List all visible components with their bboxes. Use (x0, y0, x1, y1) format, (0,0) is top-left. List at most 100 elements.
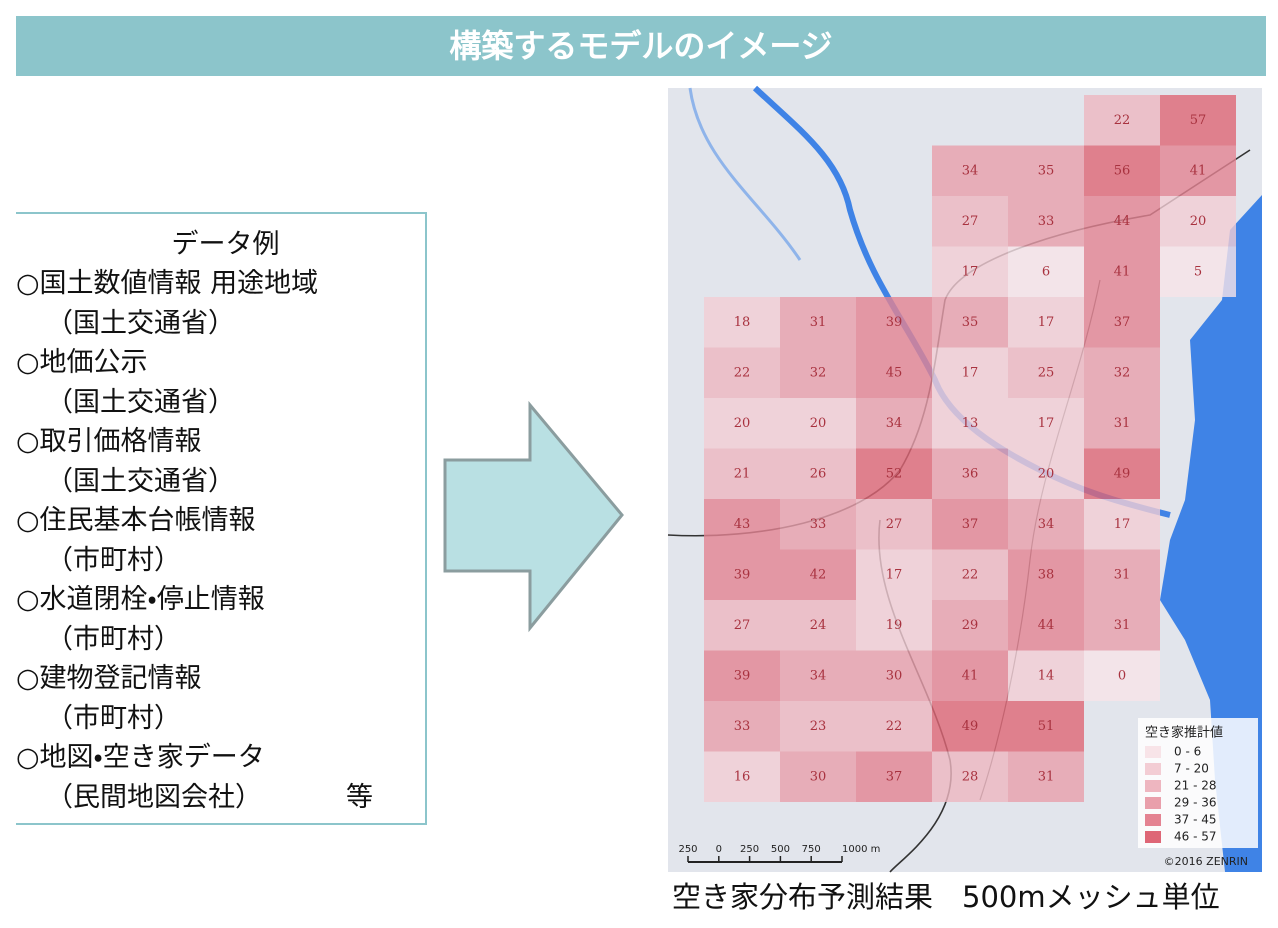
mesh-cell (856, 499, 932, 550)
slide-title: 構築するモデルのイメージ (16, 16, 1266, 76)
mesh-cell (856, 701, 932, 752)
mesh-value: 38 (1038, 567, 1055, 582)
mesh-cell (856, 549, 932, 600)
mesh-value: 32 (810, 365, 827, 380)
mesh-value: 14 (1038, 668, 1055, 683)
mesh-cell (1084, 499, 1160, 550)
legend-swatch (1145, 831, 1161, 843)
mesh-value: 31 (1114, 416, 1131, 431)
mesh-value: 39 (734, 668, 751, 683)
mesh-cell (1084, 448, 1160, 499)
data-source-text: （民間地図会社） (46, 781, 262, 813)
data-item: ○国土数値情報 用途地域 (16, 268, 319, 299)
mesh-cell (1160, 246, 1236, 297)
mesh-cell (704, 499, 780, 550)
map: 22 57 34 35 56 41 27 33 44 20 17 6 41 5 18 31 39 35 17 37 22… (667, 85, 1262, 873)
mesh-cell (1008, 701, 1084, 752)
sea (1160, 195, 1262, 872)
mesh-cell (780, 650, 856, 701)
mesh-value: 30 (810, 769, 827, 784)
mesh-value: 31 (1114, 567, 1131, 582)
mesh-cell (932, 499, 1008, 550)
legend: 0 - 6 7 - 20 21 - 28 29 - 36 37 - 45 46 - 57 (1145, 745, 1217, 844)
mesh-cell (1008, 196, 1084, 247)
mesh-cell (1008, 297, 1084, 348)
mesh-value: 49 (1114, 466, 1131, 481)
mesh-value: 39 (734, 567, 751, 582)
mesh-value: 20 (734, 416, 751, 431)
mesh-value: 22 (734, 365, 751, 380)
mesh-cell (932, 398, 1008, 449)
mesh-cell (780, 297, 856, 348)
scale-label: 250 (740, 844, 759, 855)
mesh-value: 6 (1042, 264, 1050, 279)
mesh-value: 44 (1114, 214, 1131, 229)
mesh-value: 29 (962, 618, 979, 633)
mesh-value: 17 (1038, 315, 1055, 330)
mesh-cell (1008, 448, 1084, 499)
legend-title: 空き家推計値 (1145, 725, 1223, 741)
mesh-cell (1160, 196, 1236, 247)
legend-label: 0 - 6 (1174, 745, 1201, 759)
mesh-cell (932, 297, 1008, 348)
mesh-cell (780, 499, 856, 550)
mesh-cell (856, 297, 932, 348)
legend-swatch (1145, 797, 1161, 809)
legend-swatch (1145, 780, 1161, 792)
mesh-value: 36 (962, 466, 979, 481)
data-source: （市町村） (16, 620, 425, 660)
mesh-cell (932, 448, 1008, 499)
mesh-value: 56 (1114, 163, 1131, 178)
mesh-cell (780, 398, 856, 449)
mesh-cell (1008, 499, 1084, 550)
mesh-cell (1084, 600, 1160, 651)
mesh-value: 41 (962, 668, 979, 683)
mesh-value: 43 (734, 517, 751, 532)
mesh-cell (780, 347, 856, 398)
river (688, 87, 802, 261)
mesh-cell (932, 751, 1008, 802)
data-examples: データ例 ○国土数値情報 用途地域 （国土交通省） ○地価公示 （国土交通省） ○取引価… (16, 212, 427, 825)
data-source: （民間地図会社） 等 (16, 778, 425, 818)
mesh-cell (780, 448, 856, 499)
mesh-cell (932, 549, 1008, 600)
scale-label: 500 (771, 844, 790, 855)
data-source: （市町村） (16, 541, 425, 581)
mesh-cell (1008, 600, 1084, 651)
mesh-cell (1084, 549, 1160, 600)
mesh-cell (856, 600, 932, 651)
mesh-cell (1008, 549, 1084, 600)
data-source-text: （国土交通省） (46, 386, 235, 418)
mesh-value: 22 (1114, 113, 1131, 128)
legend-label: 29 - 36 (1174, 796, 1217, 810)
mesh-value: 45 (886, 365, 903, 380)
mesh-cell (1008, 145, 1084, 196)
data-source-text: （国土交通省） (46, 307, 235, 339)
mesh-cell (704, 600, 780, 651)
mesh-cell (780, 751, 856, 802)
data-item: ○地価公示 (16, 347, 148, 378)
mesh-value: 23 (810, 719, 827, 734)
mesh-value: 5 (1194, 264, 1202, 279)
legend-label: 37 - 45 (1174, 813, 1217, 827)
mesh-cell (1084, 347, 1160, 398)
mesh-cell (704, 398, 780, 449)
mesh-value: 34 (886, 416, 903, 431)
mesh-value: 18 (734, 315, 751, 330)
mesh-cell (780, 600, 856, 651)
mesh-value: 27 (962, 214, 979, 229)
data-source: （国土交通省） (16, 383, 425, 423)
mesh-cell (1008, 650, 1084, 701)
mesh-value: 17 (1038, 416, 1055, 431)
mesh-value: 32 (1114, 365, 1131, 380)
legend-label: 7 - 20 (1174, 762, 1209, 776)
mesh-cell (856, 347, 932, 398)
mesh-value: 26 (810, 466, 827, 481)
mesh-value: 57 (1190, 113, 1207, 128)
mesh-value: 17 (1114, 517, 1131, 532)
mesh-cell (704, 701, 780, 752)
mesh-cell (1160, 145, 1236, 196)
data-item: ○取引価格情報 (16, 426, 202, 457)
